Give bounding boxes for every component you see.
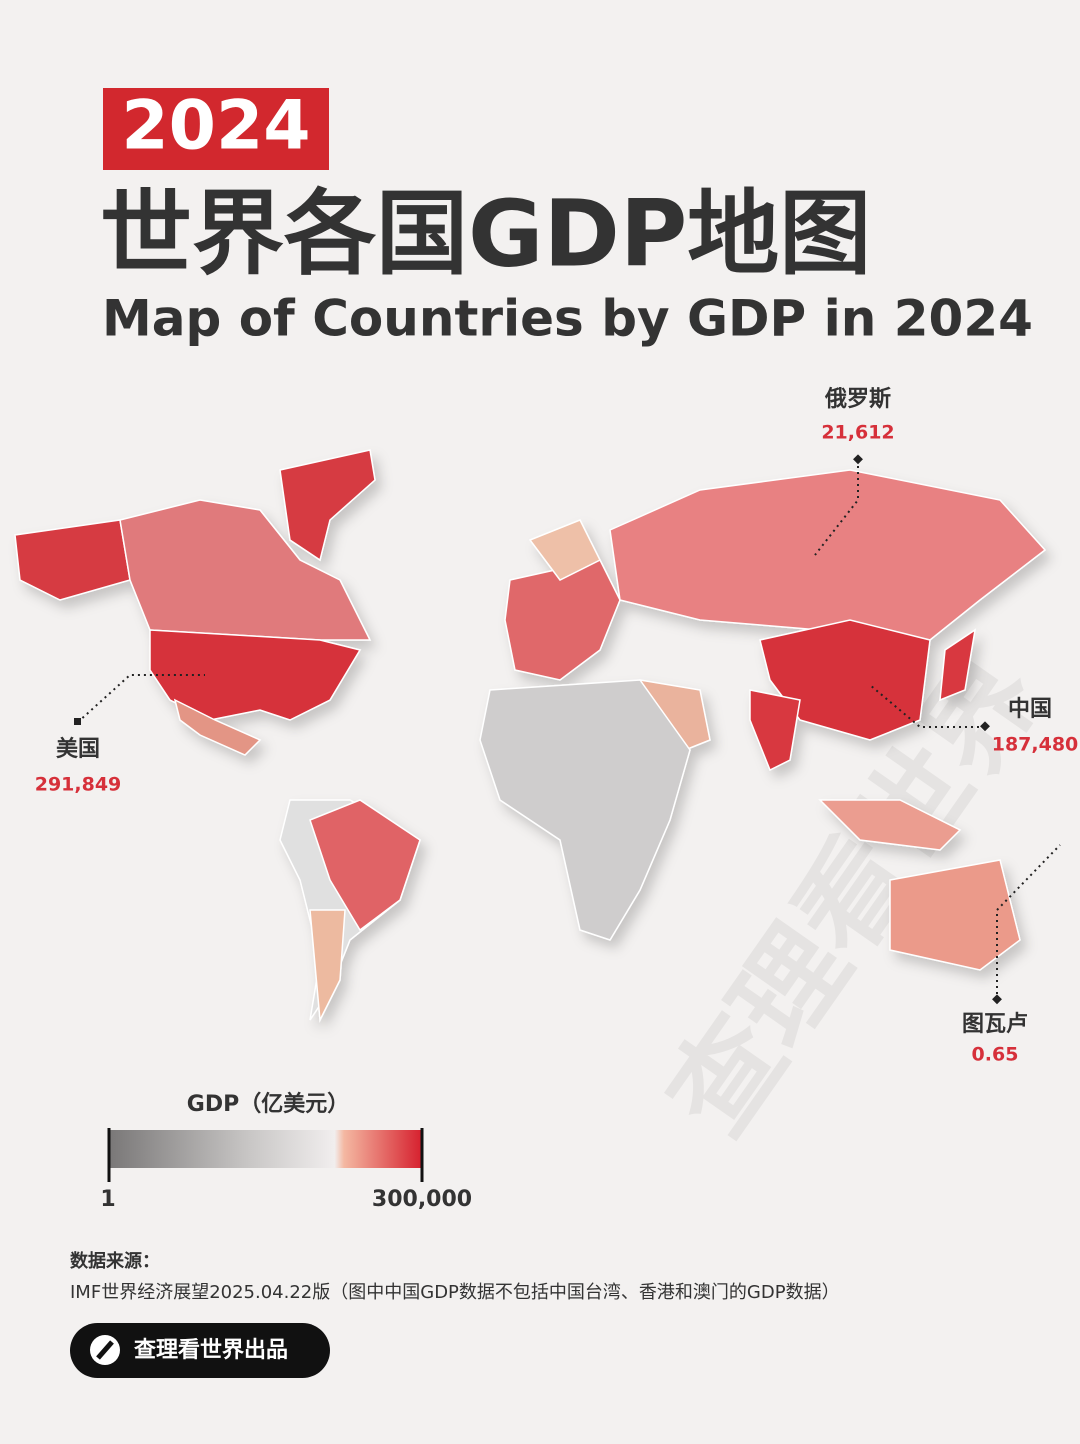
leader-line [814, 460, 859, 556]
title-en: Map of Countries by GDP in 2024 [102, 290, 1033, 348]
china [759, 619, 931, 741]
usa [149, 629, 362, 721]
world-map [14, 449, 1047, 1023]
callout-value: 187,480 [992, 734, 1079, 756]
legend-title: GDP（亿美元） [187, 1091, 349, 1117]
europe [504, 559, 621, 681]
title-cn: 世界各国GDP地图 [100, 180, 871, 287]
australia [889, 859, 1021, 971]
callout-name: 美国 [56, 736, 100, 762]
brand-pill [70, 1323, 330, 1378]
india [749, 689, 801, 772]
source-text: IMF世界经济展望2025.04.22版（图中中国GDP数据不包括中国台湾、香港… [70, 1282, 840, 1303]
leader-line [869, 684, 985, 728]
japan [939, 628, 977, 702]
callout-value: 291,849 [35, 774, 122, 796]
brand-text: 查理看世界出品 [134, 1338, 288, 1363]
legend-max: 300,000 [372, 1187, 472, 1212]
greenland [279, 449, 376, 562]
leader-line [77, 674, 205, 723]
alaska [14, 519, 131, 601]
russia [609, 469, 1047, 641]
marker [853, 454, 863, 465]
argentina [309, 909, 346, 1023]
marker [992, 994, 1002, 1005]
scandinavia [528, 519, 602, 581]
leader-line [996, 844, 1061, 1000]
callout-name: 图瓦卢 [962, 1011, 1028, 1037]
marker [74, 718, 81, 725]
brand-logo-mark [96, 1340, 114, 1360]
legend-colorbar [110, 1130, 422, 1168]
africa [479, 679, 691, 941]
legend-min: 1 [100, 1187, 115, 1212]
callout-value: 0.65 [972, 1044, 1019, 1066]
callout-value: 21,612 [821, 422, 894, 444]
callout-name: 俄罗斯 [824, 386, 891, 412]
year-badge [103, 88, 329, 170]
mexico [173, 698, 262, 756]
canada [119, 499, 372, 641]
marker [980, 721, 990, 732]
brazil [309, 799, 421, 932]
southeast-asia [818, 799, 962, 851]
callout-name: 中国 [1008, 697, 1052, 722]
year: 2024 [121, 87, 310, 166]
source-label: 数据来源： [70, 1250, 160, 1272]
